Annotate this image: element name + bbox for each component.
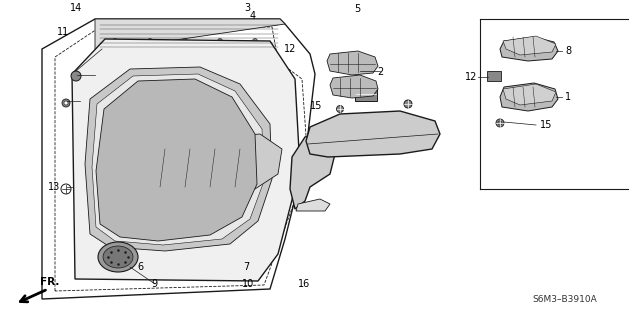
Polygon shape [296,199,330,211]
Circle shape [337,106,344,113]
Text: 12: 12 [284,44,296,54]
Polygon shape [92,74,264,245]
Ellipse shape [103,246,133,268]
Circle shape [496,119,504,127]
Text: 7: 7 [243,262,249,272]
Polygon shape [96,79,257,241]
Polygon shape [500,83,558,111]
Circle shape [253,39,257,43]
Circle shape [147,39,152,43]
Polygon shape [327,51,378,75]
Polygon shape [95,19,285,51]
Polygon shape [503,84,556,105]
Text: 1: 1 [565,92,571,102]
Text: 3: 3 [244,3,250,13]
Text: 13: 13 [48,182,60,192]
Ellipse shape [98,242,138,272]
Text: 9: 9 [151,279,157,289]
Polygon shape [500,37,558,61]
Text: 2: 2 [377,67,383,77]
Text: 15: 15 [310,101,322,111]
Text: S6M3–B3910A: S6M3–B3910A [532,295,597,304]
Text: 5: 5 [354,4,360,14]
FancyBboxPatch shape [487,71,501,81]
Text: FR.: FR. [40,277,60,287]
Polygon shape [85,67,272,251]
Polygon shape [503,36,556,55]
Circle shape [218,39,223,43]
Circle shape [182,39,188,43]
Circle shape [64,101,68,105]
Text: 4: 4 [250,11,256,21]
Text: 11: 11 [57,27,69,37]
Polygon shape [330,75,378,98]
Polygon shape [72,39,300,281]
Circle shape [113,39,118,43]
Text: 10: 10 [242,279,254,289]
Text: 14: 14 [70,3,82,13]
Text: 15: 15 [540,120,552,130]
Text: 8: 8 [565,46,571,56]
Text: 12: 12 [465,72,477,82]
Circle shape [404,100,412,108]
FancyBboxPatch shape [355,87,377,101]
Circle shape [62,99,70,107]
Polygon shape [306,111,440,157]
Polygon shape [290,134,335,209]
Polygon shape [128,134,282,189]
Circle shape [71,71,81,81]
Text: 6: 6 [137,262,143,272]
Text: 16: 16 [298,279,310,289]
